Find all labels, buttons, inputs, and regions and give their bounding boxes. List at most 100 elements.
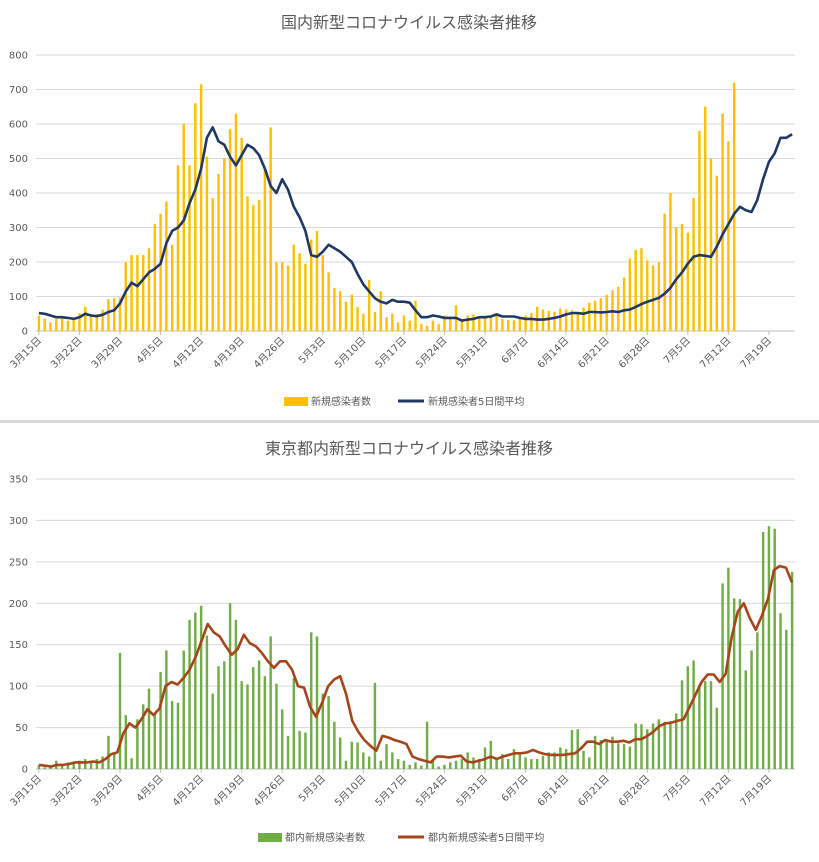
bar [553,311,556,331]
bar [454,760,458,769]
bar [646,260,649,331]
x-tick-label: 4月12日 [170,335,206,371]
bar [367,279,371,331]
bar [547,752,550,769]
bar [55,318,58,331]
bar [147,688,151,769]
bar [715,707,718,769]
y-axis: 0 50 100 150 200 250 300 350 [9,475,28,776]
bar [460,759,464,769]
bar [756,632,759,769]
bar [136,255,139,331]
legend-label-bar: 都内新規感染者数 [285,831,365,844]
bar [37,764,41,769]
bar [709,158,713,331]
y-tick-label: 0 [22,765,28,776]
bar [530,313,533,331]
chart-title: 国内新型コロナウイルス感染者推移 [281,13,537,32]
x-tick-label: 5月24日 [413,335,449,371]
x-tick-label: 3月29日 [89,335,125,371]
bar [252,205,255,331]
bar [570,730,574,769]
bar [362,752,365,769]
bar [252,667,255,769]
x-tick-label: 6月28日 [616,335,652,371]
x-tick-label: 5月10日 [332,773,368,809]
bar [286,735,290,769]
bar [617,743,620,769]
bar [501,318,504,331]
bar [315,230,319,331]
x-tick-label: 6月7日 [499,773,531,805]
bar [576,729,579,769]
bar [298,253,301,331]
bar [686,666,690,769]
bar [408,764,411,769]
average-line [38,126,793,322]
bar [72,762,75,769]
bar [420,324,423,331]
y-tick-label: 50 [15,723,28,734]
legend-swatch-bar [258,833,282,842]
bar [153,712,156,769]
bar [234,113,238,332]
bar [611,736,614,769]
bar [240,681,243,769]
y-tick-label: 200 [9,599,28,610]
bar [709,681,713,769]
bar [182,124,185,331]
y-tick-label: 700 [9,85,28,96]
bar [750,650,753,769]
bar [321,693,325,769]
bar [396,322,400,331]
bar [425,325,429,331]
x-tick-label: 3月22日 [48,773,84,809]
bar [646,729,649,769]
bar [66,762,70,769]
bar [576,312,579,331]
bar [321,255,325,331]
bar [466,315,469,331]
bar [176,165,180,331]
bar [124,262,128,331]
x-tick-label: 7月12日 [697,335,733,371]
bar [547,310,550,331]
bar [269,636,272,769]
tokyo-chart-panel: 東京都内新型コロナウイルス感染者推移 0 50 100 150 200 250 300 350… [0,424,819,858]
national-chart-panel: 国内新型コロナウイルス感染者推移 0 100 200 300 400 500 600 700 8… [0,0,819,420]
bar [147,248,151,331]
bar [721,113,724,332]
bar [790,571,794,769]
bar [327,272,330,331]
bar [298,730,301,769]
bar [472,314,475,331]
bar [124,715,128,769]
bar [599,298,603,331]
bar [437,766,440,769]
x-tick-label: 4月5日 [134,335,166,367]
bar [657,719,661,769]
bar [518,317,522,331]
bar [350,294,353,331]
bar [333,287,336,331]
x-tick-label: 7月12日 [697,773,733,809]
bar [449,318,452,331]
y-tick-label: 100 [9,292,28,303]
bar [588,757,591,769]
legend: 新規感染者数 新規感染者5日間平均 [284,395,524,408]
bar [518,752,522,769]
line-series [38,126,793,322]
bar [727,567,730,769]
bar [437,324,440,331]
bar [675,713,678,769]
x-tick-label: 4月12日 [170,773,206,809]
x-tick-label: 6月14日 [535,335,571,371]
x-tick-label: 6月21日 [576,773,612,809]
bar [512,320,516,331]
bar [367,756,371,769]
bar [327,696,330,769]
bar [535,759,539,769]
x-tick-label: 5月3日 [296,773,328,805]
bar [240,137,243,331]
bar [217,666,220,769]
